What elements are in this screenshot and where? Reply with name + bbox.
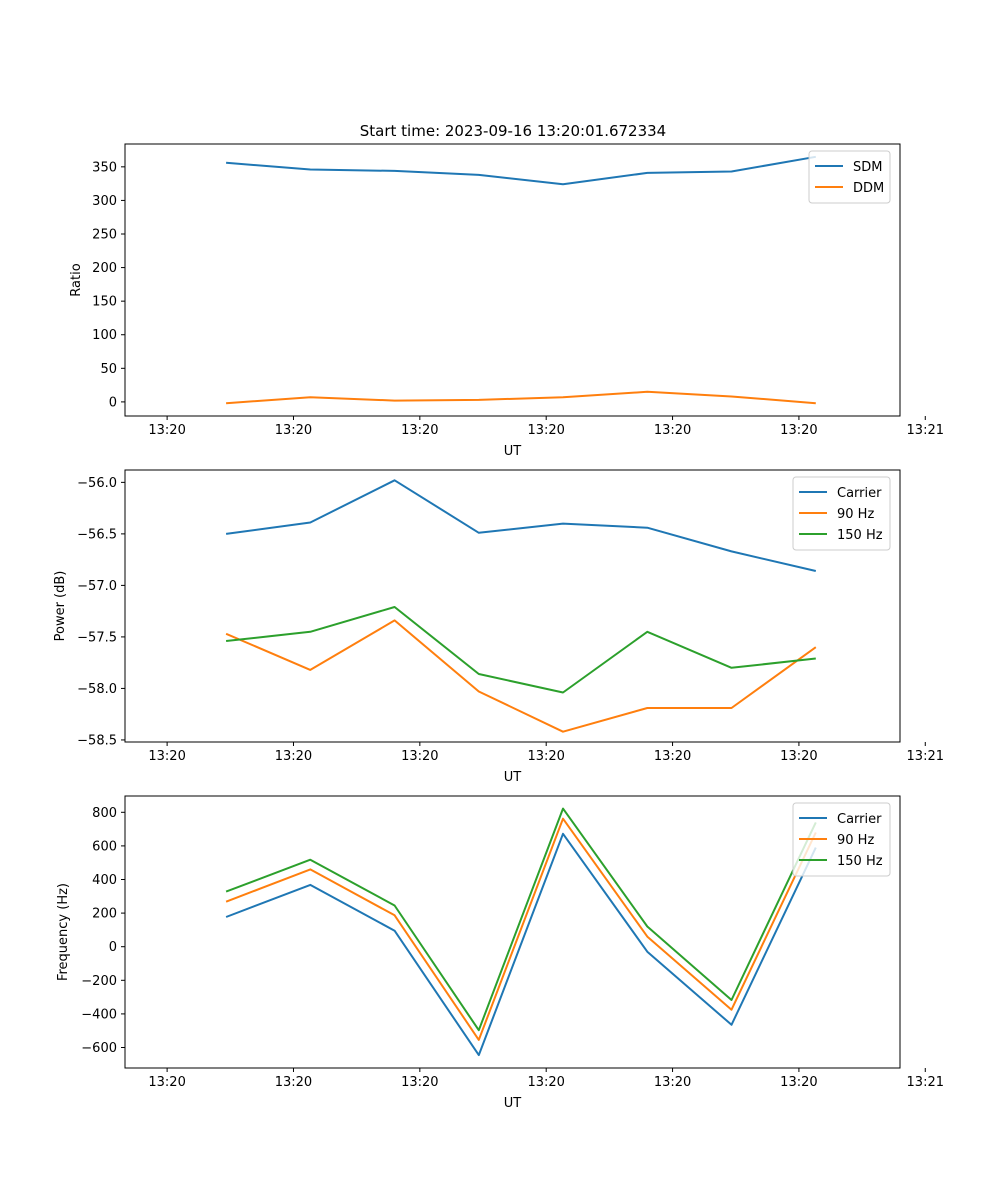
ratio-axes-frame xyxy=(124,143,901,417)
power-x-tick-label: 13:20 xyxy=(527,749,564,764)
power-axes-frame xyxy=(124,469,901,743)
ratio-series-sdm-line xyxy=(226,155,816,186)
ratio-y-tick-label: 300 xyxy=(92,194,117,209)
power-x-tick-label: 13:21 xyxy=(907,749,944,764)
frequency-x-tick-label: 13:20 xyxy=(401,1075,438,1090)
power-y-axis-label: Power (dB) xyxy=(53,571,68,642)
frequency-subplot: 13:20 13:20 13:20 13:20 13:20 13:20 13:21 800 60… xyxy=(56,795,944,1111)
frequency-x-tick-label: 13:20 xyxy=(780,1075,817,1090)
frequency-y-tick-label: −400 xyxy=(81,1007,117,1022)
ratio-x-tick-label: 13:20 xyxy=(780,423,817,438)
ratio-y-tick-label: 50 xyxy=(100,362,117,377)
frequency-x-tick-label: 13:20 xyxy=(527,1075,564,1090)
frequency-x-tick-label: 13:20 xyxy=(654,1075,691,1090)
ratio-x-axis-label: UT xyxy=(504,444,522,459)
power-y-tick-label: −58.5 xyxy=(77,733,117,748)
ratio-series-ddm-line xyxy=(226,390,816,405)
frequency-legend-label-carrier: Carrier xyxy=(837,812,882,827)
power-x-tick-label: 13:20 xyxy=(654,749,691,764)
frequency-x-axis-label: UT xyxy=(504,1096,522,1111)
ratio-x-tick-label: 13:20 xyxy=(148,423,185,438)
power-y-tick-label: −56.5 xyxy=(77,527,117,542)
frequency-legend-label-90-hz: 90 Hz xyxy=(837,833,874,848)
power-y-tick-label: −58.0 xyxy=(77,682,117,697)
frequency-x-tick-label: 13:20 xyxy=(148,1075,185,1090)
power-subplot: 13:20 13:20 13:20 13:20 13:20 13:20 13:21 −56.0… xyxy=(53,469,944,785)
ratio-x-tick-label: 13:21 xyxy=(907,423,944,438)
ratio-x-tick-label: 13:20 xyxy=(401,423,438,438)
frequency-y-tick-label: −600 xyxy=(81,1041,117,1056)
power-legend-label-90-hz: 90 Hz xyxy=(837,507,874,522)
frequency-series-90-hz-line xyxy=(225,817,817,1041)
power-x-tick-label: 13:20 xyxy=(275,749,312,764)
power-x-tick-label: 13:20 xyxy=(780,749,817,764)
power-series-90-hz-line xyxy=(225,619,817,733)
power-y-tick-label: −56.0 xyxy=(77,476,117,491)
frequency-y-tick-label: 400 xyxy=(92,873,117,888)
frequency-y-axis-label: Frequency (Hz) xyxy=(56,883,71,981)
frequency-y-tick-label: −200 xyxy=(81,974,117,989)
ratio-legend: SDM DDM xyxy=(808,150,891,204)
ratio-y-tick-label: 0 xyxy=(109,395,117,410)
frequency-series-carrier-line xyxy=(225,832,817,1057)
ratio-y-tick-label: 200 xyxy=(92,261,117,276)
figure-title: Start time: 2023-09-16 13:20:01.672334 xyxy=(360,122,666,140)
frequency-x-tick-label: 13:20 xyxy=(275,1075,312,1090)
power-x-axis-label: UT xyxy=(504,770,522,785)
frequency-y-tick-label: 200 xyxy=(92,907,117,922)
ratio-legend-label-ddm: DDM xyxy=(853,181,884,196)
frequency-y-tick-label: 600 xyxy=(92,839,117,854)
power-x-tick-label: 13:20 xyxy=(148,749,185,764)
power-y-tick-label: −57.5 xyxy=(77,630,117,645)
ratio-y-tick-label: 350 xyxy=(92,160,117,175)
frequency-series-150-hz-line xyxy=(225,807,817,1032)
ratio-y-tick-label: 100 xyxy=(92,328,117,343)
ratio-legend-label-sdm: SDM xyxy=(853,160,882,175)
power-legend-label-carrier: Carrier xyxy=(837,486,882,501)
power-y-tick-label: −57.0 xyxy=(77,579,117,594)
ratio-legend-box xyxy=(808,150,891,204)
ratio-y-axis-label: Ratio xyxy=(69,263,84,296)
frequency-axes-frame xyxy=(124,795,901,1069)
ratio-subplot: 13:20 13:20 13:20 13:20 13:20 13:20 13:21 0 50 10… xyxy=(69,143,944,459)
ratio-x-tick-label: 13:20 xyxy=(654,423,691,438)
power-legend: Carrier 90 Hz 150 Hz xyxy=(792,476,891,551)
ratio-y-tick-label: 150 xyxy=(92,295,117,310)
frequency-x-tick-label: 13:21 xyxy=(907,1075,944,1090)
frequency-legend: Carrier 90 Hz 150 Hz xyxy=(792,802,891,877)
power-series-150-hz-line xyxy=(225,606,816,694)
ratio-y-tick-label: 250 xyxy=(92,227,117,242)
power-legend-box xyxy=(792,476,891,551)
frequency-y-tick-label: 0 xyxy=(109,940,117,955)
power-series-carrier-line xyxy=(225,479,817,572)
ratio-x-tick-label: 13:20 xyxy=(275,423,312,438)
frequency-y-tick-label: 800 xyxy=(92,806,117,821)
ratio-x-tick-label: 13:20 xyxy=(527,423,564,438)
power-x-tick-label: 13:20 xyxy=(401,749,438,764)
frequency-legend-label-150-hz: 150 Hz xyxy=(837,854,883,869)
power-legend-label-150-hz: 150 Hz xyxy=(837,528,883,543)
frequency-legend-box xyxy=(792,802,891,877)
